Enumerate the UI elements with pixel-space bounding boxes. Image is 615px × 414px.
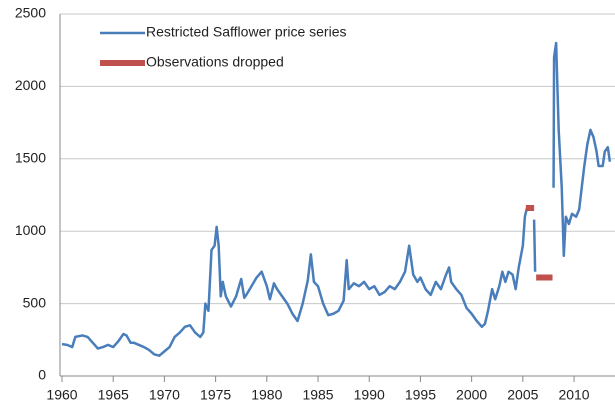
x-tick-label: 2005 [507, 387, 538, 403]
x-tick-label: 1965 [98, 387, 129, 403]
x-tick-label: 1970 [149, 387, 180, 403]
series-line [525, 205, 553, 281]
legend-label: Restricted Safflower price series [146, 24, 346, 40]
x-tick-label: 1975 [200, 387, 231, 403]
x-tick-label: 1985 [302, 387, 333, 403]
x-tick-label: 1960 [46, 387, 77, 403]
x-tick-label: 1980 [251, 387, 282, 403]
series-line [61, 41, 612, 357]
y-tick-label: 1500 [15, 150, 46, 166]
x-tick-label: 2010 [558, 387, 589, 403]
y-tick-label: 2000 [15, 77, 46, 93]
y-tick-label: 0 [38, 367, 46, 383]
legend-label: Observations dropped [146, 54, 284, 70]
x-tick-label: 2000 [456, 387, 487, 403]
y-tick-label: 1000 [15, 222, 46, 238]
y-tick-label: 2500 [15, 5, 46, 21]
x-tick-label: 1990 [354, 387, 385, 403]
x-tick-label: 1995 [405, 387, 436, 403]
y-tick-label: 500 [23, 294, 47, 310]
